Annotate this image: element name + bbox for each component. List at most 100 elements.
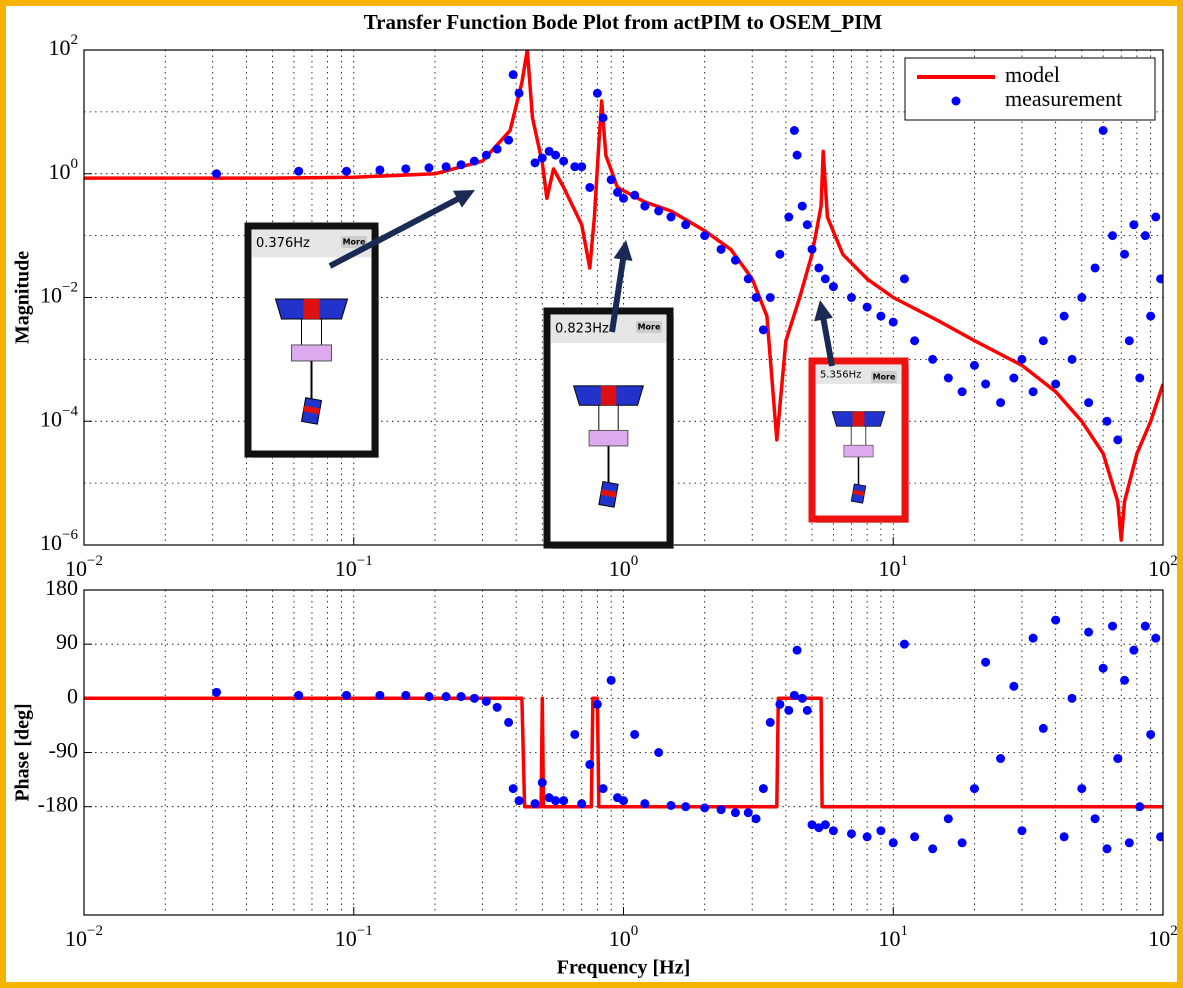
inset-label: 0.376Hz: [256, 236, 310, 251]
measurement-point: [606, 675, 616, 685]
measurement-point: [619, 796, 628, 806]
measurement-point: [1028, 633, 1038, 643]
measurement-point: [1108, 621, 1118, 631]
measurement-point: [1067, 354, 1077, 364]
measurement-point: [559, 156, 569, 166]
measurement-point: [1090, 814, 1100, 824]
measurement-point: [899, 639, 909, 649]
measurement-point: [846, 829, 856, 839]
measurement-point: [1102, 844, 1112, 854]
pendulum: [274, 298, 349, 425]
measurement-point: [504, 717, 514, 727]
measurement-point: [654, 206, 664, 216]
inset-button: [636, 321, 662, 333]
measurement-point: [1113, 754, 1123, 764]
tick-exponent: 0: [631, 553, 639, 569]
legend-swatch: [951, 96, 961, 106]
measurement-point: [1077, 784, 1087, 794]
measurement-point: [765, 293, 775, 302]
measurement-point: [537, 778, 547, 788]
tick-exponent: 0: [71, 156, 79, 172]
plot-marks: [84, 615, 1163, 854]
x-axis-label: Frequency [Hz]: [557, 957, 691, 979]
y-tick-label: 90: [56, 629, 78, 654]
measurement-point: [401, 690, 411, 700]
measurement-point: [751, 293, 761, 302]
measurement-point: [342, 690, 352, 700]
measurement-point: [1028, 387, 1038, 397]
measurement-point: [862, 302, 872, 312]
measurement-point: [570, 729, 580, 739]
measurement-point: [1084, 398, 1094, 408]
measurement-point: [876, 826, 886, 836]
measurement-point: [654, 748, 664, 757]
tick-exponent: −1: [357, 553, 373, 569]
measurement-point: [792, 150, 802, 160]
measurement-point: [802, 220, 812, 230]
measurement-point: [1151, 212, 1161, 222]
measurement-point: [969, 360, 979, 370]
measurement-point: [1059, 311, 1069, 321]
measurement-point: [888, 838, 898, 848]
measurement-point: [1135, 373, 1145, 383]
measurement-point: [469, 693, 479, 703]
measurement-point: [758, 784, 768, 794]
measurement-point: [598, 113, 608, 123]
arrow-shaft: [328, 193, 464, 269]
measurement-point: [456, 160, 466, 170]
measurement-point: [1156, 274, 1163, 284]
measurement-point: [585, 182, 595, 192]
measurement-point: [1120, 675, 1130, 685]
measurement-point: [640, 799, 650, 809]
measurement-point: [1140, 231, 1150, 241]
arrow-head: [453, 190, 475, 208]
inset: 0.823Hz More: [543, 307, 674, 549]
measurement-point: [592, 699, 602, 709]
arrow-shaft: [609, 253, 627, 333]
measurement-point: [1098, 663, 1108, 673]
measurement-point: [716, 244, 726, 254]
tick-exponent: −2: [87, 553, 103, 569]
measurement-point: [1108, 231, 1118, 241]
measurement-point: [612, 187, 622, 197]
pendulum-mass: [843, 444, 874, 458]
measurement-point: [504, 135, 514, 145]
inset: 0.376Hz More: [244, 222, 379, 458]
measurement-point: [876, 311, 886, 321]
measurement-point: [1156, 832, 1163, 842]
y-axis-label: Magnitude: [12, 251, 34, 344]
measurement-point: [888, 317, 898, 327]
measurement-point: [700, 803, 710, 813]
measurement-point: [928, 844, 938, 854]
measurement-point: [212, 169, 222, 179]
measurement-point: [751, 814, 761, 824]
measurement-point: [1124, 336, 1134, 346]
measurement-point: [592, 88, 602, 98]
measurement-point: [814, 263, 824, 273]
measurement-point: [862, 832, 872, 842]
pendulum: [572, 385, 645, 508]
measurement-point: [481, 150, 491, 160]
measurement-point: [508, 70, 518, 80]
inset-button-label: More: [343, 238, 366, 247]
measurement-point: [681, 802, 691, 812]
tick-exponent: −6: [62, 527, 78, 543]
measurement-point: [743, 274, 753, 284]
inset-button-label: More: [873, 373, 896, 382]
measurement-point: [401, 164, 411, 174]
y-tick-label: 180: [45, 575, 78, 600]
measurement-point: [910, 336, 920, 346]
tick-exponent: −1: [357, 923, 373, 939]
measurement-point: [375, 165, 385, 175]
measurement-point: [1124, 838, 1134, 848]
measurement-point: [212, 687, 222, 697]
measurement-point: [1009, 681, 1019, 691]
measurement-point: [1113, 435, 1123, 445]
measurement-point: [957, 838, 967, 848]
measurement-point: [294, 166, 304, 176]
measurement-point: [765, 717, 775, 727]
tick-exponent: 2: [1170, 553, 1178, 569]
pendulum-top-red: [600, 385, 617, 406]
pendulum-top-red: [852, 411, 865, 427]
measurement-point: [797, 201, 807, 211]
